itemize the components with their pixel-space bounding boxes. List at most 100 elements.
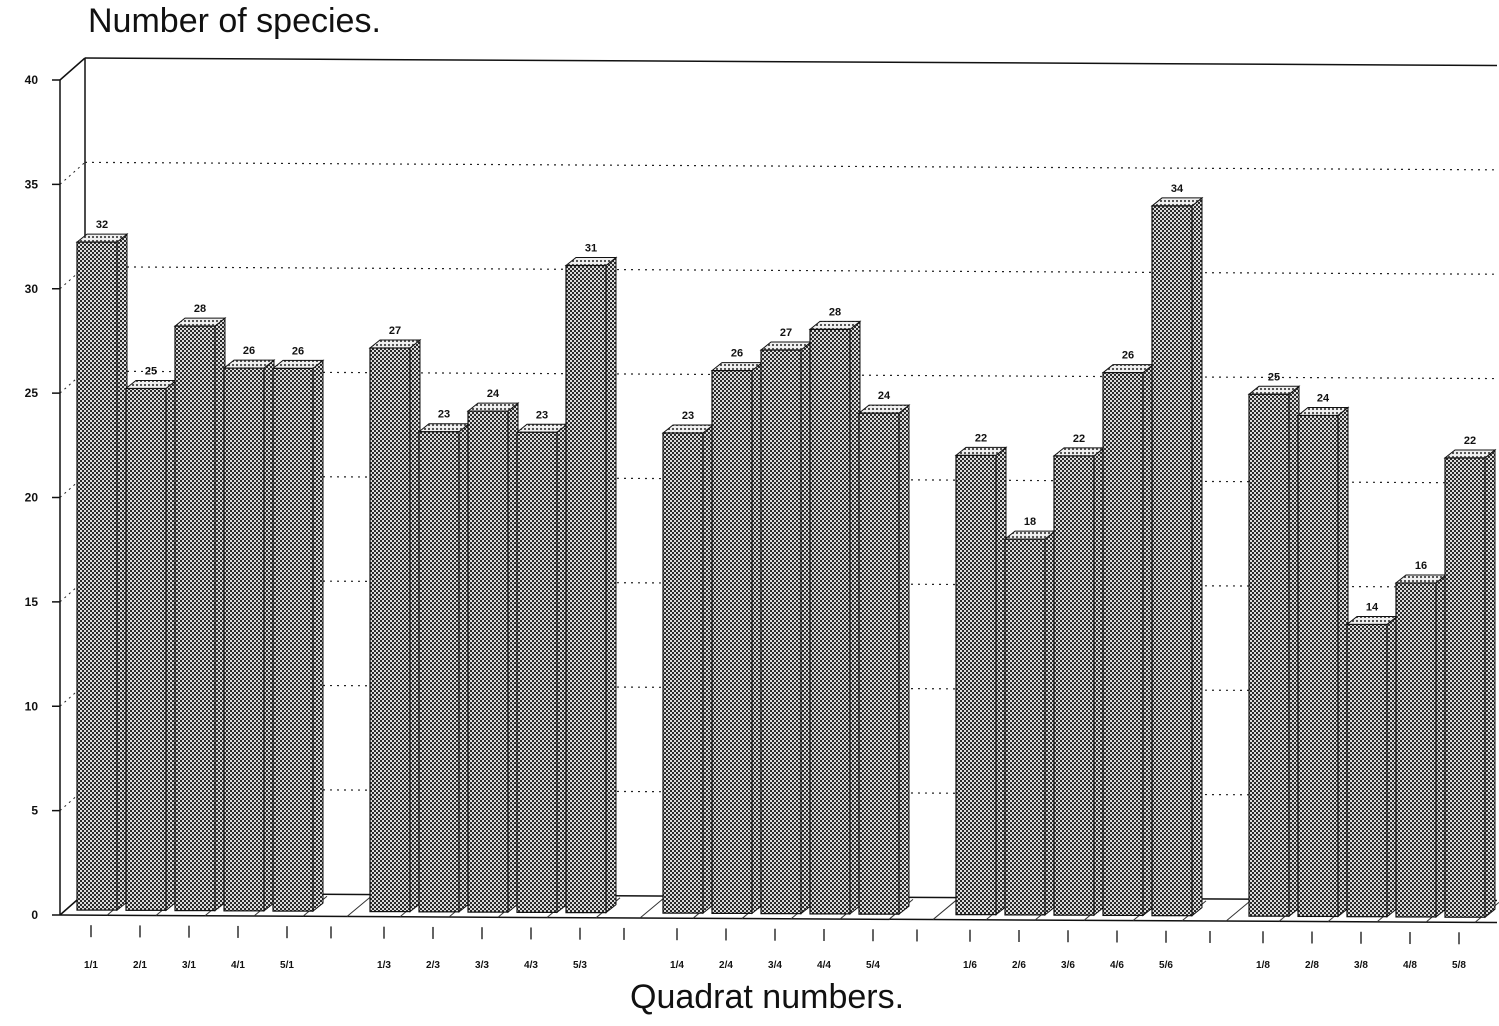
floor-divider — [346, 896, 372, 917]
bar — [760, 349, 802, 915]
x-tick-label: 5/3 — [573, 960, 587, 971]
floor-divider — [639, 897, 665, 919]
bar — [76, 241, 118, 911]
bar-value-label: 27 — [780, 327, 792, 339]
bar — [711, 370, 753, 914]
y-axis-title: Number of species. — [88, 2, 381, 40]
bar — [1004, 538, 1046, 916]
x-tick-label: 4/8 — [1403, 960, 1417, 971]
y-tick-label: 40 — [25, 73, 39, 87]
bar-value-label: 27 — [389, 325, 401, 337]
frame-edge — [84, 57, 1498, 67]
y-tick-label: 20 — [25, 491, 39, 505]
x-tick-label: 1/3 — [377, 960, 391, 971]
x-tick-label: 1/4 — [670, 960, 684, 971]
bar — [1151, 205, 1193, 917]
x-axis: 1/1 2/1 3/1 4/1 5/1 1/3 2/3 3/3 4/3 5/3 1/4 2/4 3/4 4… — [84, 925, 1466, 971]
x-tick-label: 5/6 — [1159, 960, 1173, 971]
x-tick-label: 5/1 — [280, 960, 294, 971]
x-tick-label: 4/3 — [524, 960, 538, 971]
bar-value-label: 26 — [731, 348, 743, 360]
x-tick-label: 4/6 — [1110, 960, 1124, 971]
bar-side — [312, 359, 324, 913]
x-tick-label: 5/4 — [866, 960, 880, 971]
floor-divider — [1225, 900, 1251, 922]
bar — [369, 347, 411, 913]
floor-divider — [932, 899, 958, 920]
bar-value-label: 32 — [96, 219, 108, 231]
y-tick-label: 15 — [25, 595, 39, 609]
bar-value-label: 34 — [1171, 183, 1184, 195]
grid-line-diagonal — [59, 161, 86, 185]
y-tick-label: 5 — [31, 804, 38, 818]
bar-value-label: 28 — [194, 303, 206, 315]
bar-value-label: 24 — [487, 388, 500, 400]
y-tick-label: 25 — [25, 386, 39, 400]
bar-value-label: 23 — [438, 409, 450, 421]
bar-value-label: 18 — [1024, 516, 1036, 528]
bar-side — [1484, 448, 1496, 919]
frame-edge — [59, 57, 86, 81]
x-tick-label: 2/1 — [133, 960, 147, 971]
y-tick-label: 35 — [25, 177, 39, 191]
bar — [1346, 623, 1388, 918]
bar — [467, 410, 509, 913]
bar-value-label: 31 — [585, 243, 597, 255]
x-tick-label: 3/4 — [768, 960, 782, 971]
x-tick-label: 1/6 — [963, 960, 977, 971]
bar-value-label: 24 — [878, 390, 891, 402]
x-tick-label: 3/3 — [475, 960, 489, 971]
x-tick-label: 1/1 — [84, 960, 98, 971]
x-tick-label: 2/3 — [426, 960, 440, 971]
y-tick-label: 10 — [25, 699, 39, 713]
bar — [223, 367, 265, 912]
bar-value-label: 25 — [145, 365, 157, 377]
x-tick-label: 4/1 — [231, 960, 245, 971]
grid-line — [84, 370, 1498, 380]
y-tick-label: 0 — [31, 908, 38, 922]
bar — [1444, 457, 1486, 918]
bar — [565, 264, 607, 914]
bar — [1297, 414, 1339, 918]
bar — [125, 387, 167, 911]
grid-line — [84, 266, 1498, 275]
bar-side — [898, 404, 910, 916]
y-axis: 0 5 10 15 20 25 30 35 40 — [25, 73, 60, 922]
floor-front-edge — [59, 914, 1498, 924]
bar-value-label: 22 — [1464, 435, 1476, 447]
bar-value-label: 23 — [682, 410, 694, 422]
x-tick-label: 4/4 — [817, 960, 831, 971]
x-tick-label: 1/8 — [1256, 960, 1270, 971]
grid-line — [84, 161, 1498, 171]
bar — [662, 432, 704, 914]
bar — [1102, 372, 1144, 917]
bar — [955, 454, 997, 916]
bar-side — [605, 256, 617, 914]
bar-value-label: 23 — [536, 409, 548, 421]
bar-value-label: 24 — [1317, 392, 1330, 404]
x-tick-label: 2/4 — [719, 960, 733, 971]
bar-value-label: 22 — [1073, 433, 1085, 445]
x-tick-label: 3/1 — [182, 960, 196, 971]
x-tick-label: 2/6 — [1012, 960, 1026, 971]
bar — [1395, 582, 1437, 918]
bar-value-label: 14 — [1366, 601, 1379, 613]
x-axis-title: Quadrat numbers. — [630, 978, 905, 1016]
x-tick-label: 3/6 — [1061, 960, 1075, 971]
bar — [1248, 393, 1290, 917]
bar — [1053, 455, 1095, 916]
bar-side — [1191, 196, 1203, 917]
bars: 32 25 28 26 26 27 23 24 23 31 23 26 27 28 24 22 18 22 26 34… — [75, 183, 1497, 919]
bar-value-label: 22 — [975, 432, 987, 444]
x-tick-label: 3/8 — [1354, 960, 1368, 971]
bar-value-label: 26 — [243, 345, 255, 357]
y-tick-label: 30 — [25, 282, 39, 296]
bar-value-label: 16 — [1415, 560, 1427, 572]
x-tick-label: 5/8 — [1452, 960, 1466, 971]
bar-value-label: 25 — [1268, 371, 1280, 383]
bar — [809, 328, 851, 915]
bar-value-label: 26 — [292, 345, 304, 357]
bar — [174, 325, 216, 912]
bar — [858, 412, 900, 915]
bar — [272, 367, 314, 912]
